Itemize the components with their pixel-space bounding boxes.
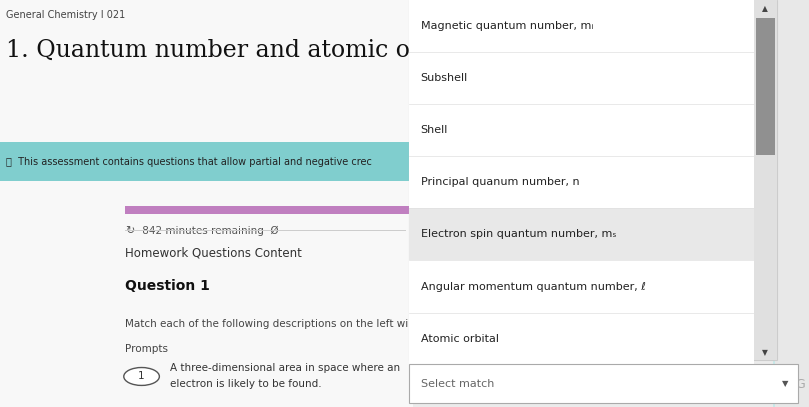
Text: Question 1: Question 1	[125, 279, 210, 293]
Text: ▼: ▼	[762, 348, 769, 357]
FancyBboxPatch shape	[409, 156, 754, 208]
Text: General Chemistry I 021: General Chemistry I 021	[6, 10, 125, 20]
Text: Atomic orbital: Atomic orbital	[421, 334, 498, 344]
FancyBboxPatch shape	[756, 18, 775, 155]
FancyBboxPatch shape	[409, 260, 754, 313]
Text: ▲: ▲	[762, 4, 769, 13]
Text: Prompts: Prompts	[125, 344, 168, 354]
FancyBboxPatch shape	[409, 0, 777, 360]
Text: electron is likely to be found.: electron is likely to be found.	[170, 379, 321, 389]
FancyBboxPatch shape	[125, 206, 526, 214]
FancyBboxPatch shape	[409, 364, 798, 403]
Circle shape	[124, 368, 159, 385]
Text: Magnetic quantum number, mᵢ: Magnetic quantum number, mᵢ	[421, 21, 593, 31]
Text: ↻: ↻	[125, 226, 135, 236]
Text: Shell: Shell	[421, 125, 448, 135]
FancyBboxPatch shape	[0, 142, 809, 181]
FancyBboxPatch shape	[409, 208, 754, 260]
FancyBboxPatch shape	[409, 52, 754, 104]
Text: A three-dimensional area in space where an: A three-dimensional area in space where …	[170, 363, 400, 374]
FancyBboxPatch shape	[775, 0, 809, 407]
FancyBboxPatch shape	[409, 104, 754, 156]
FancyBboxPatch shape	[754, 0, 777, 360]
FancyBboxPatch shape	[409, 313, 754, 365]
Text: 842 minutes remaining  Ø: 842 minutes remaining Ø	[139, 226, 279, 236]
Text: Match each of the following descriptions on the left wi: Match each of the following descriptions…	[125, 319, 409, 330]
Text: Electron spin quantum number, mₛ: Electron spin quantum number, mₛ	[421, 230, 616, 239]
Text: 1: 1	[138, 372, 145, 381]
Text: Select match: Select match	[421, 379, 494, 389]
FancyBboxPatch shape	[0, 0, 413, 407]
FancyBboxPatch shape	[773, 0, 809, 407]
Text: G: G	[795, 378, 805, 391]
Text: Homework Questions Content: Homework Questions Content	[125, 246, 303, 259]
Text: Angular momentum quantum number, ℓ: Angular momentum quantum number, ℓ	[421, 282, 646, 291]
Text: Principal quanum number, n: Principal quanum number, n	[421, 177, 579, 187]
FancyBboxPatch shape	[409, 0, 754, 52]
Text: Ⓢ  This assessment contains questions that allow partial and negative crec: Ⓢ This assessment contains questions tha…	[6, 157, 372, 166]
Text: Subshell: Subshell	[421, 73, 468, 83]
Text: ▼: ▼	[781, 379, 788, 388]
Text: 1. Quantum number and atomic o: 1. Quantum number and atomic o	[6, 39, 410, 62]
